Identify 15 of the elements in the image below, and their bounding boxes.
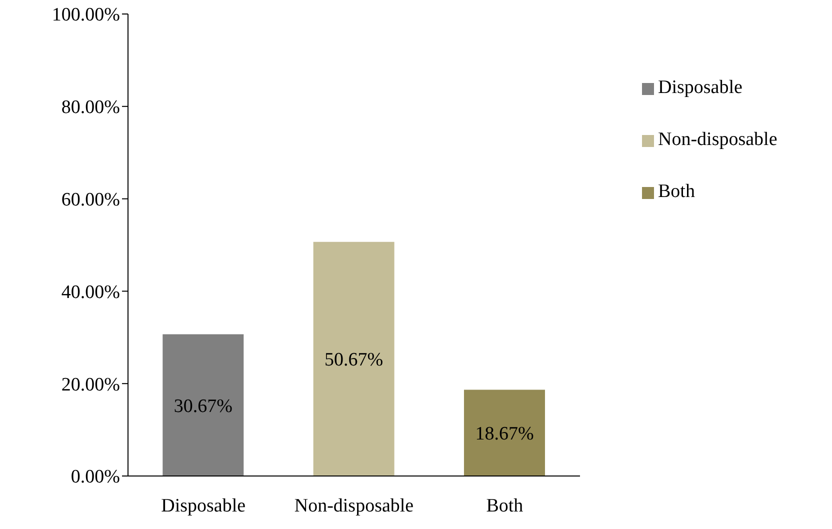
data-label: 18.67% xyxy=(475,424,534,445)
legend-label: Non-disposable xyxy=(658,129,778,150)
legend-label: Disposable xyxy=(658,77,742,98)
y-tick-label: 60.00% xyxy=(61,190,120,211)
data-label: 50.67% xyxy=(324,350,384,371)
x-tick-label: Both xyxy=(486,495,524,516)
x-tick-label: Disposable xyxy=(161,495,246,516)
y-tick-label: 40.00% xyxy=(61,282,120,303)
y-tick-label: 80.00% xyxy=(61,97,120,118)
legend-label: Both xyxy=(658,181,695,202)
data-label: 30.67% xyxy=(174,396,233,417)
y-tick-label: 0.00% xyxy=(70,466,120,488)
y-tick-label: 20.00% xyxy=(61,374,120,396)
y-tick-label: 100.00% xyxy=(52,4,120,26)
x-tick-label: Non-disposable xyxy=(294,495,414,516)
